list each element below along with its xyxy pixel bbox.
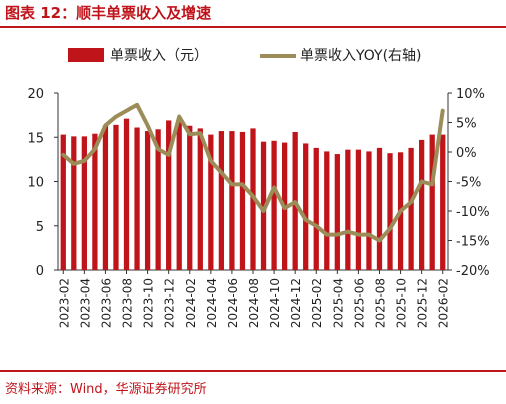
bar xyxy=(419,139,425,270)
x-axis-tick-label: 2025-10 xyxy=(395,278,409,328)
bar xyxy=(81,136,87,270)
legend-bar-swatch xyxy=(68,48,104,62)
x-axis-tick-label: 2025-06 xyxy=(352,278,366,328)
axes: 0 5 10 15 20 10% 5% 0% -5% -10% -15% -20% 2023-02 202… xyxy=(27,87,489,328)
bar xyxy=(166,120,172,270)
right-axis-tick-label: 0% xyxy=(456,146,477,161)
x-axis-tick-label: 2026-02 xyxy=(437,278,451,328)
bar xyxy=(218,131,225,270)
right-axis-tick-label: -20% xyxy=(456,264,490,279)
bar xyxy=(134,127,140,270)
bar xyxy=(187,125,193,271)
x-axis-tick-label: 2024-10 xyxy=(268,278,282,328)
x-axis-tick-label: 2024-06 xyxy=(226,278,240,328)
bar xyxy=(71,136,77,270)
left-axis-tick-label: 5 xyxy=(36,220,44,235)
left-axis-tick-label: 0 xyxy=(36,264,44,279)
bar xyxy=(355,149,362,270)
x-axis-tick-label: 2024-12 xyxy=(289,278,303,328)
bar xyxy=(123,118,130,270)
legend: 单票收入（元） 单票收入YOY(右轴) xyxy=(68,48,422,64)
left-axis-tick-label: 20 xyxy=(27,87,44,102)
right-axis-tick-label: -15% xyxy=(456,235,490,250)
left-axis-tick-label: 15 xyxy=(27,131,44,146)
legend-bar-label: 单票收入（元） xyxy=(110,48,208,64)
bar xyxy=(334,154,340,270)
chart: 单票收入（元） 单票收入YOY(右轴) 0 5 10 15 20 10% 5% 0% -5% -1… xyxy=(27,48,490,328)
bar xyxy=(208,134,214,270)
bar xyxy=(60,134,66,270)
title-divider xyxy=(0,26,506,28)
x-axis-tick-label: 2024-08 xyxy=(247,278,261,328)
x-axis-tick-label: 2023-08 xyxy=(121,278,135,328)
bar xyxy=(366,151,372,270)
x-axis-tick-label: 2024-04 xyxy=(205,278,219,328)
footer-divider xyxy=(0,370,506,372)
bar xyxy=(387,153,393,270)
x-axis-tick-label: 2023-12 xyxy=(163,278,177,328)
right-axis-tick-label: 10% xyxy=(456,87,485,102)
bar xyxy=(260,141,267,270)
x-axis-tick-label: 2023-02 xyxy=(57,278,71,328)
line-series xyxy=(61,102,445,243)
right-axis-tick-label: -10% xyxy=(456,205,490,220)
x-axis-tick-label: 2023-10 xyxy=(142,278,156,328)
bar xyxy=(324,151,330,270)
x-axis-tick-label: 2023-04 xyxy=(78,278,92,328)
source-note: 资料来源：Wind，华源证券研究所 xyxy=(5,382,207,397)
chart-title: 图表 12：顺丰单票收入及增速 xyxy=(5,4,212,22)
right-axis-tick-label: 5% xyxy=(456,117,477,132)
bar xyxy=(313,147,319,270)
x-axis-tick-label: 2025-02 xyxy=(310,278,324,328)
bar xyxy=(197,128,203,270)
bar xyxy=(176,122,182,270)
bar xyxy=(429,134,435,270)
x-axis-tick-label: 2025-04 xyxy=(331,278,345,328)
right-axis-tick-label: -5% xyxy=(456,176,481,191)
bar xyxy=(271,140,277,270)
left-axis-tick-label: 10 xyxy=(27,176,44,191)
bar xyxy=(440,134,446,270)
legend-line-label: 单票收入YOY(右轴) xyxy=(300,48,422,64)
bar xyxy=(155,129,161,270)
bar xyxy=(102,125,109,271)
bar xyxy=(113,124,119,270)
bar xyxy=(92,133,98,270)
bar xyxy=(303,143,309,270)
bar xyxy=(229,131,235,270)
bar xyxy=(144,131,151,270)
bar xyxy=(345,149,351,270)
bar xyxy=(239,131,246,270)
bar xyxy=(408,147,414,270)
x-axis-tick-label: 2025-08 xyxy=(373,278,387,328)
yoy-line xyxy=(61,102,445,243)
bar xyxy=(376,147,383,270)
x-axis-tick-label: 2024-02 xyxy=(184,278,198,328)
x-axis-tick-label: 2023-06 xyxy=(99,278,113,328)
x-axis-tick-label: 2025-12 xyxy=(416,278,430,328)
